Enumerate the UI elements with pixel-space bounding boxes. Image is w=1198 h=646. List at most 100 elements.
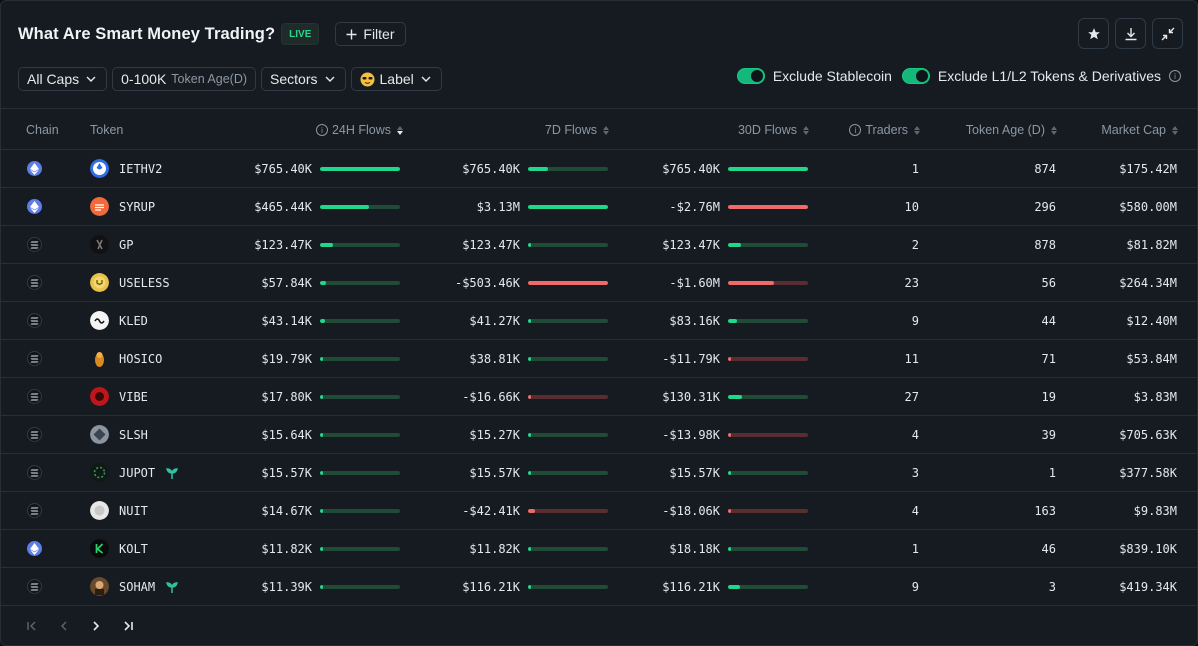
flow-24h-bar-fill xyxy=(320,356,323,361)
flow-7d-bar-fill xyxy=(528,508,535,513)
flow-30d-value: -$11.79K xyxy=(662,352,808,366)
token-symbol[interactable]: SOHAM xyxy=(119,579,156,594)
next-page-button[interactable] xyxy=(87,617,105,635)
token-symbol[interactable]: KOLT xyxy=(119,541,148,556)
flow-30d-bar xyxy=(728,546,808,551)
col-traders[interactable]: i Traders xyxy=(821,123,920,137)
last-page-button[interactable] xyxy=(119,617,137,635)
token-symbol[interactable]: KLED xyxy=(119,313,148,328)
token-cell[interactable]: USELESS xyxy=(90,264,170,301)
flow-30d-bar xyxy=(728,204,808,209)
col-24h-flows[interactable]: i 24H Flows xyxy=(301,123,403,137)
info-icon[interactable]: i xyxy=(315,124,328,136)
table-row[interactable]: HOSICO $19.79K $38.81K -$11.79K 11 71 $53.84M xyxy=(1,340,1197,378)
info-icon[interactable]: i xyxy=(1169,70,1181,82)
token-symbol[interactable]: NUIT xyxy=(119,503,148,518)
table-row[interactable]: SYRUP $465.44K $3.13M -$2.76M 10 296 $580.00M xyxy=(1,188,1197,226)
first-page-button[interactable] xyxy=(23,617,41,635)
token-cell[interactable]: VIBE xyxy=(90,378,148,415)
col-30d-flows[interactable]: 30D Flows xyxy=(701,123,809,137)
page-title: What Are Smart Money Trading? xyxy=(18,24,276,43)
col-market-cap[interactable]: Market Cap xyxy=(1071,123,1178,137)
token-cell[interactable]: IETHV2 xyxy=(90,150,162,187)
token-age-filter[interactable]: 0-100K Token Age(D) xyxy=(112,67,257,91)
chain-cell xyxy=(26,188,42,225)
token-age-caption: Token Age(D) xyxy=(171,72,248,86)
token-symbol[interactable]: USELESS xyxy=(119,275,170,290)
filter-button[interactable]: Filter xyxy=(335,22,406,46)
token-symbol[interactable]: SYRUP xyxy=(119,199,156,214)
token-symbol[interactable]: GP xyxy=(119,237,134,252)
flow-7d-bar xyxy=(528,546,608,551)
flow-7d-value: $3.13M xyxy=(477,200,608,214)
flow-7d-bar xyxy=(528,432,608,437)
flow-24h-bar xyxy=(320,166,400,171)
kled-icon xyxy=(90,311,109,330)
token-age-value: 71 xyxy=(1041,351,1056,366)
filter-controls: All Caps 0-100K Token Age(D) Sectors Lab… xyxy=(18,67,442,91)
token-cell[interactable]: KOLT xyxy=(90,530,148,567)
table-row[interactable]: SOHAM $11.39K $116.21K $116.21K 9 3 $419.34K xyxy=(1,568,1197,606)
exclude-stablecoin-toggle[interactable]: Exclude Stablecoin xyxy=(736,68,892,84)
download-button[interactable] xyxy=(1115,18,1146,49)
flow-7d-value: -$42.41K xyxy=(462,504,608,518)
market-cap-value: $264.34M xyxy=(1119,275,1177,290)
token-cell[interactable]: SYRUP xyxy=(90,188,155,225)
token-symbol[interactable]: VIBE xyxy=(119,389,148,404)
caps-select[interactable]: All Caps xyxy=(18,67,108,91)
caps-value: All Caps xyxy=(27,71,80,87)
token-cell[interactable]: SLSH xyxy=(90,416,148,453)
table-row[interactable]: IETHV2 $765.40K $765.40K $765.40K 1 874 $175.4… xyxy=(1,150,1197,188)
token-cell[interactable]: JUPOT xyxy=(90,454,179,491)
flow-30d-cell: $83.16K xyxy=(657,302,808,339)
info-icon[interactable]: i xyxy=(849,124,862,136)
table-row[interactable]: JUPOT $15.57K $15.57K $15.57K 3 1 $377.58K xyxy=(1,454,1197,492)
flow-24h-value: $123.47K xyxy=(254,238,400,252)
chain-cell xyxy=(26,264,42,301)
token-cell[interactable]: GP xyxy=(90,226,133,263)
sectors-select[interactable]: Sectors xyxy=(261,67,346,91)
flow-30d-cell: $18.18K xyxy=(657,530,808,567)
table-row[interactable]: NUIT $14.67K -$42.41K -$18.06K 4 163 $9.83M xyxy=(1,492,1197,530)
market-cap-value: $377.58K xyxy=(1119,465,1177,480)
switch[interactable] xyxy=(901,68,930,84)
table-row[interactable]: USELESS $57.84K -$503.46K -$1.60M 23 56 $264.3… xyxy=(1,264,1197,302)
token-symbol[interactable]: SLSH xyxy=(119,427,148,442)
solana-icon xyxy=(26,465,42,480)
flow-7d-cell: -$503.46K xyxy=(455,264,608,301)
table-row[interactable]: KLED $43.14K $41.27K $83.16K 9 44 $12.40M xyxy=(1,302,1197,340)
switch[interactable] xyxy=(736,68,765,84)
collapse-button[interactable] xyxy=(1152,18,1183,49)
flow-30d-bar-fill xyxy=(728,508,731,513)
token-cell[interactable]: HOSICO xyxy=(90,340,162,377)
token-symbol[interactable]: HOSICO xyxy=(119,351,163,366)
token-cell[interactable]: KLED xyxy=(90,302,148,339)
flow-30d-value: $765.40K xyxy=(662,162,808,176)
chain-cell xyxy=(26,416,42,453)
flow-30d-bar xyxy=(728,394,808,399)
token-age-cell: 71 xyxy=(961,340,1056,377)
label-select[interactable]: Label xyxy=(350,67,442,91)
prev-page-button[interactable] xyxy=(55,617,73,635)
gp-icon xyxy=(90,235,109,254)
chevron-right-icon xyxy=(93,621,100,631)
table-row[interactable]: KOLT $11.82K $11.82K $18.18K 1 46 $839.10K xyxy=(1,530,1197,568)
token-symbol[interactable]: IETHV2 xyxy=(119,161,163,176)
col-token-age[interactable]: Token Age (D) xyxy=(941,123,1057,137)
table-row[interactable]: VIBE $17.80K -$16.66K $130.31K 27 19 $3.83M xyxy=(1,378,1197,416)
token-cell[interactable]: SOHAM xyxy=(90,568,179,605)
token-symbol[interactable]: JUPOT xyxy=(119,465,156,480)
flow-7d-cell: $116.21K xyxy=(457,568,608,605)
col-7d-flows[interactable]: 7D Flows xyxy=(501,123,609,137)
flow-24h-cell: $43.14K xyxy=(249,302,400,339)
table-row[interactable]: GP $123.47K $123.47K $123.47K 2 878 $81.82M xyxy=(1,226,1197,264)
exclude-l1l2-toggle[interactable]: Exclude L1/L2 Tokens & Derivatives i xyxy=(901,68,1181,84)
flow-30d-value: -$2.76M xyxy=(669,200,808,214)
traders-value: 10 xyxy=(904,199,919,214)
table-row[interactable]: SLSH $15.64K $15.27K -$13.98K 4 39 $705.63K xyxy=(1,416,1197,454)
flow-7d-bar-fill xyxy=(528,546,531,551)
live-badge: LIVE xyxy=(281,23,320,45)
favorite-button[interactable] xyxy=(1078,18,1109,49)
token-cell[interactable]: NUIT xyxy=(90,492,148,529)
soham-icon xyxy=(90,577,109,596)
